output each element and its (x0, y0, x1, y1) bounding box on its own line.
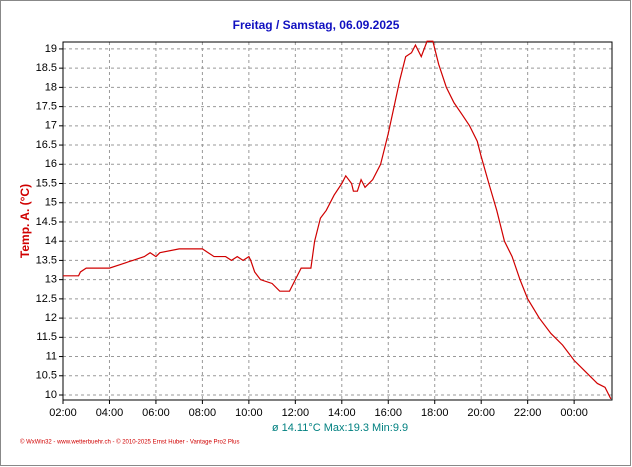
y-axis-label: Temp. A. (°C) (18, 184, 32, 258)
y-tick-label: 12 (45, 312, 57, 324)
y-tick-label: 17.5 (36, 101, 57, 113)
y-tick-label: 14.5 (36, 216, 57, 228)
y-tick-label: 12.5 (36, 293, 57, 305)
y-tick-label: 18.5 (36, 62, 57, 74)
annotation: ø 14.11°C Max:19.3 Min:9.9 (272, 422, 408, 434)
plot-border (62, 41, 613, 401)
y-tick-label: 13.5 (36, 254, 57, 266)
x-tick-label: 08:00 (189, 407, 217, 419)
y-tick-label: 13 (45, 274, 57, 286)
y-tick-label: 10.5 (36, 370, 57, 382)
plot-area (63, 42, 612, 400)
y-tick-label: 15 (45, 197, 57, 209)
y-tick-label: 17 (45, 120, 57, 132)
x-tick-label: 18:00 (421, 407, 449, 419)
x-tick-label: 14:00 (328, 407, 356, 419)
x-tick-label: 10:00 (235, 407, 263, 419)
x-tick-label: 04:00 (96, 407, 124, 419)
data-line (63, 40, 612, 400)
x-tick-label: 12:00 (282, 407, 310, 419)
y-tick-label: 11.5 (36, 331, 57, 343)
x-tick-label: 06:00 (142, 407, 170, 419)
y-tick-label: 14 (45, 235, 57, 247)
y-tick-label: 19 (45, 43, 57, 55)
x-tick-label: 20:00 (467, 407, 495, 419)
x-tick-label: 16:00 (374, 407, 402, 419)
footer: © WxWin32 - www.wetterbuehr.ch - © 2010-… (20, 439, 240, 446)
x-tick-label: 22:00 (514, 407, 542, 419)
y-tick-label: 15.5 (36, 177, 57, 189)
y-tick-label: 11 (46, 350, 57, 362)
chart-title: Freitag / Samstag, 06.09.2025 (233, 18, 400, 32)
y-tick-label: 18 (45, 81, 57, 93)
x-tick-label: 02:00 (49, 407, 77, 419)
y-tick-label: 16.5 (36, 139, 57, 151)
y-tick-label: 10 (45, 389, 57, 401)
y-tick-label: 16 (45, 158, 57, 170)
x-tick-label: 00:00 (560, 407, 588, 419)
